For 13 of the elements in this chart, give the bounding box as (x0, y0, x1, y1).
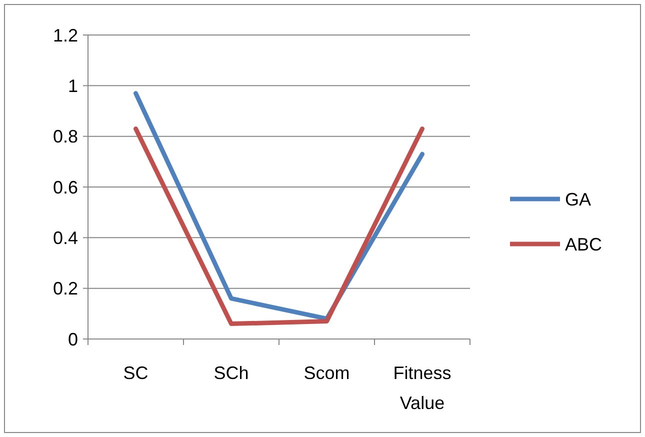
x-tick-label: SCh (214, 363, 249, 383)
y-tick-label: 0.8 (52, 126, 78, 147)
y-tick-label: 0.6 (52, 177, 78, 198)
legend-label: ABC (565, 234, 602, 254)
y-tick-label: 0.4 (52, 228, 78, 248)
x-tick-label: Scom (304, 363, 350, 383)
legend-label: GA (565, 189, 592, 210)
y-tick-label: 0 (68, 329, 78, 350)
y-tick-label: 0.2 (52, 278, 78, 299)
y-tick-label: 1 (68, 76, 78, 96)
x-tick-label: Fitness Value (393, 363, 452, 413)
y-tick-label: 1.2 (52, 25, 78, 46)
x-tick-label: SC (123, 363, 148, 383)
